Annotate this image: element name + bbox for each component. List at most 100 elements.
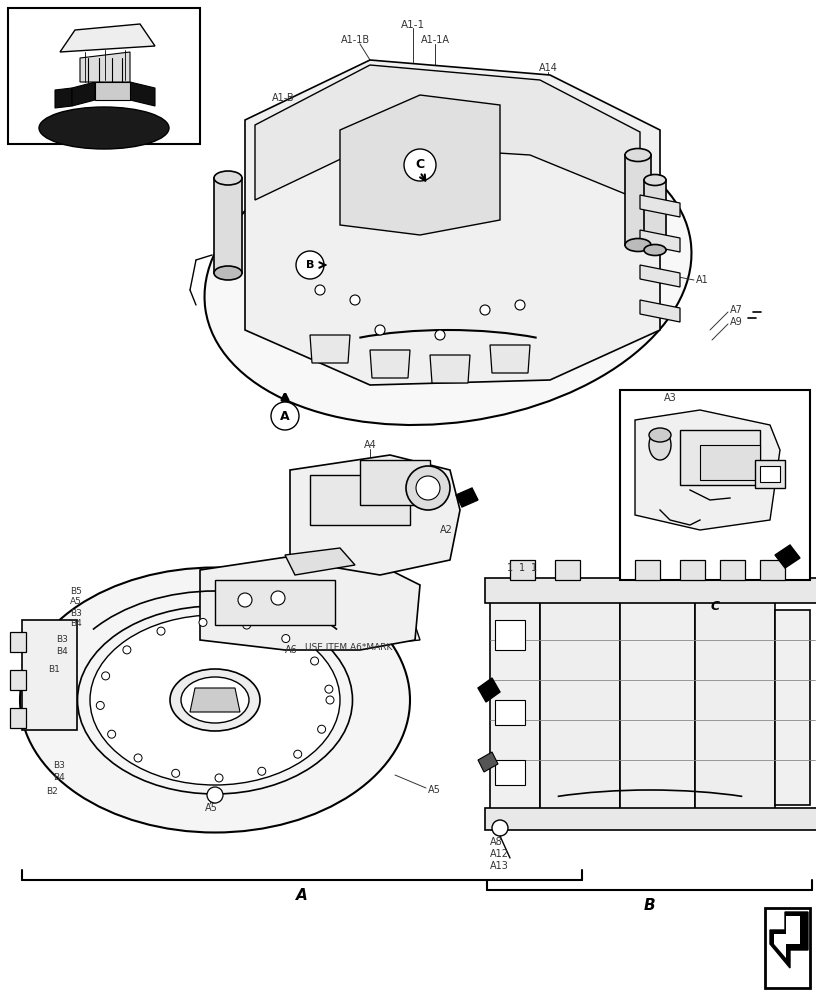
Bar xyxy=(495,620,525,650)
Bar xyxy=(765,908,810,988)
Text: A: A xyxy=(280,410,290,422)
Bar xyxy=(720,560,745,580)
Bar xyxy=(10,670,26,690)
Circle shape xyxy=(326,696,334,704)
Bar xyxy=(625,155,651,245)
Polygon shape xyxy=(640,300,680,322)
Bar xyxy=(760,466,780,482)
Polygon shape xyxy=(478,678,500,702)
Ellipse shape xyxy=(90,615,340,785)
Text: A3: A3 xyxy=(663,393,676,403)
Bar xyxy=(215,580,335,625)
Text: A: A xyxy=(296,888,308,904)
Bar xyxy=(620,390,810,580)
Text: A14: A14 xyxy=(539,63,557,73)
Polygon shape xyxy=(300,610,420,650)
Bar xyxy=(490,590,540,820)
Bar xyxy=(10,708,26,728)
Text: A1-B: A1-B xyxy=(273,93,295,103)
Bar xyxy=(620,590,695,815)
Ellipse shape xyxy=(625,238,651,251)
Text: A4: A4 xyxy=(364,440,376,450)
Circle shape xyxy=(171,769,180,777)
Text: A6: A6 xyxy=(286,645,298,655)
Text: B3: B3 xyxy=(53,762,65,770)
Text: 1: 1 xyxy=(519,563,525,573)
Circle shape xyxy=(515,300,525,310)
Text: C: C xyxy=(711,599,720,612)
Ellipse shape xyxy=(214,266,242,280)
Text: B4: B4 xyxy=(70,619,82,629)
Text: A7: A7 xyxy=(730,305,743,315)
Text: B: B xyxy=(644,898,655,914)
Text: A5: A5 xyxy=(205,803,218,813)
Circle shape xyxy=(238,593,252,607)
Text: A1-1: A1-1 xyxy=(401,20,425,30)
Ellipse shape xyxy=(625,148,651,161)
Bar xyxy=(22,620,77,730)
Ellipse shape xyxy=(39,107,169,149)
Text: A9: A9 xyxy=(730,317,743,327)
Ellipse shape xyxy=(214,171,242,185)
Text: A2: A2 xyxy=(440,525,453,535)
Text: B5: B5 xyxy=(70,587,82,596)
Polygon shape xyxy=(95,82,130,100)
Ellipse shape xyxy=(20,568,410,832)
Bar xyxy=(680,430,760,485)
Circle shape xyxy=(108,730,116,738)
Text: USE ITEM A6*MARK: USE ITEM A6*MARK xyxy=(305,644,392,652)
Polygon shape xyxy=(775,545,800,568)
Ellipse shape xyxy=(649,428,671,442)
Bar xyxy=(495,700,525,725)
Circle shape xyxy=(271,402,299,430)
Circle shape xyxy=(123,646,131,654)
Circle shape xyxy=(215,774,223,782)
Bar xyxy=(310,475,410,525)
Circle shape xyxy=(96,701,104,709)
Text: C: C xyxy=(415,158,424,172)
Circle shape xyxy=(435,330,445,340)
Polygon shape xyxy=(490,345,530,373)
Polygon shape xyxy=(200,555,420,650)
Text: B1: B1 xyxy=(48,666,60,674)
Circle shape xyxy=(315,285,325,295)
Polygon shape xyxy=(310,335,350,363)
Polygon shape xyxy=(370,350,410,378)
Ellipse shape xyxy=(644,174,666,186)
Circle shape xyxy=(282,635,290,643)
Text: A1-1A: A1-1A xyxy=(420,35,450,45)
Bar xyxy=(540,600,620,810)
Polygon shape xyxy=(340,95,500,235)
Text: B3: B3 xyxy=(56,636,68,645)
Text: 1: 1 xyxy=(531,563,537,573)
Polygon shape xyxy=(635,410,780,530)
Circle shape xyxy=(199,618,207,626)
Bar xyxy=(495,760,525,785)
Text: A12: A12 xyxy=(490,849,509,859)
Bar xyxy=(10,632,26,652)
Ellipse shape xyxy=(644,244,666,255)
Text: A13: A13 xyxy=(490,861,509,871)
Polygon shape xyxy=(456,488,478,507)
Circle shape xyxy=(480,305,490,315)
Polygon shape xyxy=(60,24,155,52)
Text: B4: B4 xyxy=(56,648,68,656)
Text: A8: A8 xyxy=(490,837,503,847)
Bar xyxy=(510,560,535,580)
Circle shape xyxy=(242,621,251,629)
Bar xyxy=(635,560,660,580)
Circle shape xyxy=(317,725,326,733)
Polygon shape xyxy=(255,65,640,200)
Bar xyxy=(360,460,430,505)
Bar xyxy=(8,8,200,144)
Bar xyxy=(700,445,760,480)
Bar xyxy=(485,578,816,603)
Circle shape xyxy=(157,627,165,635)
Circle shape xyxy=(406,466,450,510)
Bar xyxy=(555,560,580,580)
Polygon shape xyxy=(640,265,680,287)
Circle shape xyxy=(294,750,302,758)
Polygon shape xyxy=(285,548,355,575)
Polygon shape xyxy=(80,52,130,82)
Text: A5: A5 xyxy=(428,785,441,795)
